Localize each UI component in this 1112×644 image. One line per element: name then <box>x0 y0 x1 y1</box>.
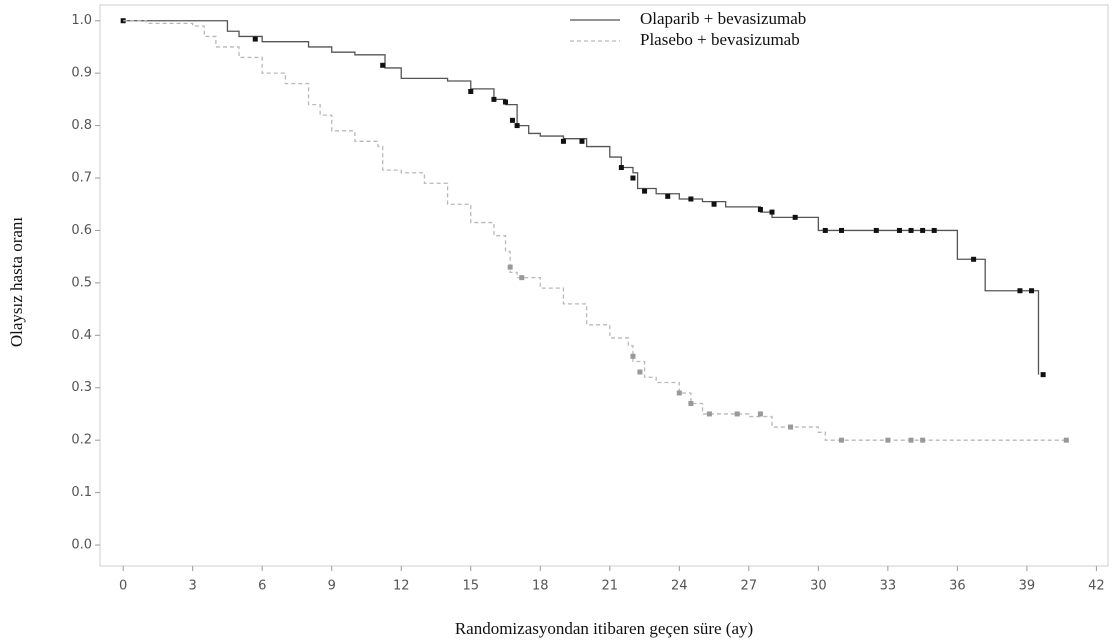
x-tick-label: 21 <box>602 579 619 594</box>
censor-mark <box>792 214 798 220</box>
x-tick-label: 42 <box>1088 579 1105 594</box>
y-tick-label: 0.8 <box>71 118 92 133</box>
survival-curve <box>123 20 1040 375</box>
y-tick-label: 0.3 <box>71 380 92 395</box>
legend-label: Plasebo + bevasizumab <box>640 30 800 49</box>
x-tick-label: 9 <box>328 579 336 594</box>
censor-mark <box>676 390 682 396</box>
censor-mark <box>618 165 624 171</box>
y-tick-label: 0.6 <box>71 223 92 238</box>
censor-mark <box>706 411 712 417</box>
censor-mark <box>920 437 926 443</box>
x-tick-label: 30 <box>810 579 827 594</box>
censor-mark <box>519 275 525 281</box>
censor-mark <box>920 227 926 233</box>
censor-mark <box>896 227 902 233</box>
censor-mark <box>514 123 520 129</box>
y-tick-label: 0.1 <box>71 485 92 500</box>
censor-mark <box>873 227 879 233</box>
censor-mark <box>1040 372 1046 378</box>
censor-mark <box>642 188 648 194</box>
censor-mark <box>1017 288 1023 294</box>
x-tick-label: 15 <box>462 579 479 594</box>
x-tick-label: 6 <box>258 579 266 594</box>
censor-mark <box>908 437 914 443</box>
censor-mark <box>491 96 497 102</box>
censor-mark <box>1063 437 1069 443</box>
censor-mark <box>637 369 643 375</box>
censor-mark <box>885 437 891 443</box>
censor-mark <box>757 411 763 417</box>
censor-mark <box>788 424 794 430</box>
censor-mark <box>503 99 509 105</box>
x-tick-label: 27 <box>741 579 758 594</box>
censor-mark <box>908 227 914 233</box>
censor-mark <box>839 437 845 443</box>
censor-mark <box>711 201 717 207</box>
y-tick-label: 0.2 <box>71 433 92 448</box>
x-tick-label: 12 <box>393 579 410 594</box>
y-tick-label: 0.0 <box>71 538 92 553</box>
x-tick-label: 18 <box>532 579 549 594</box>
censor-mark <box>252 36 258 42</box>
x-tick-label: 39 <box>1019 579 1036 594</box>
censor-mark <box>579 138 585 144</box>
censor-mark <box>757 206 763 212</box>
plot-frame <box>99 4 1109 567</box>
x-tick-label: 24 <box>671 579 688 594</box>
censor-mark <box>688 400 694 406</box>
y-axis-title: Olaysız hasta oranı <box>7 217 26 348</box>
x-axis-title: Randomizasyondan itibaren geçen süre (ay… <box>455 619 753 638</box>
censor-mark <box>560 138 566 144</box>
censor-mark <box>630 353 636 359</box>
censor-mark <box>688 196 694 202</box>
censor-mark <box>509 117 515 123</box>
x-tick-label: 3 <box>189 579 197 594</box>
censor-mark <box>839 227 845 233</box>
censor-mark <box>822 227 828 233</box>
y-tick-label: 1.0 <box>71 13 92 28</box>
censor-mark <box>507 264 513 270</box>
censor-mark <box>630 175 636 181</box>
censor-mark <box>665 193 671 199</box>
censor-mark <box>380 62 386 68</box>
y-tick-label: 0.7 <box>71 171 92 186</box>
censor-mark <box>971 256 977 262</box>
x-tick-label: 0 <box>119 579 127 594</box>
censor-mark <box>734 411 740 417</box>
y-tick-label: 0.5 <box>71 275 92 290</box>
y-tick-label: 0.4 <box>71 328 92 343</box>
censor-mark <box>769 209 775 215</box>
x-tick-label: 33 <box>880 579 897 594</box>
censor-mark <box>931 227 937 233</box>
censor-mark <box>1029 288 1035 294</box>
legend-label: Olaparib + bevasizumab <box>640 9 806 28</box>
y-tick-label: 0.9 <box>71 66 92 81</box>
survival-curve <box>123 20 1067 441</box>
x-tick-label: 36 <box>949 579 966 594</box>
censor-mark <box>468 89 474 95</box>
